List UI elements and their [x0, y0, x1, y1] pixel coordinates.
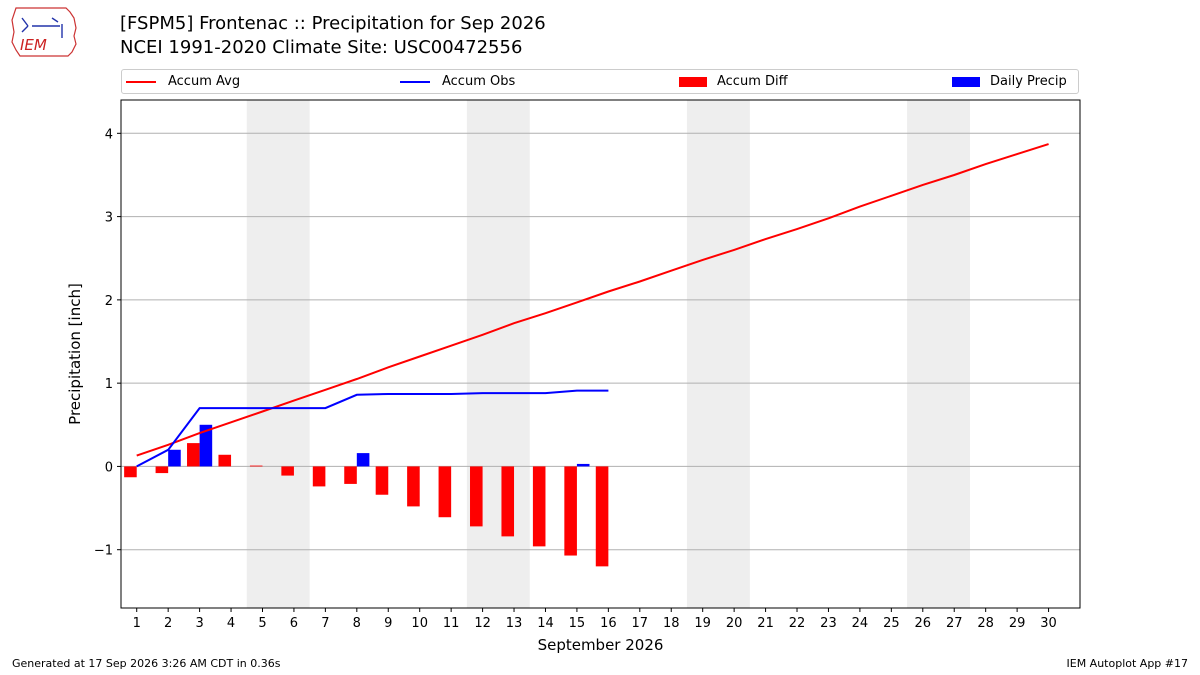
y-tick-label: 3: [105, 211, 113, 226]
x-tick-label: 12: [474, 616, 491, 631]
accum-diff-bar: [438, 466, 452, 518]
legend-label-accum-diff: Accum Diff: [717, 74, 788, 89]
legend-label-accum-obs: Accum Obs: [442, 74, 516, 89]
daily-precip-bar: [199, 424, 213, 467]
legend-swatch-accum-avg: [126, 80, 156, 83]
accum-diff-bar: [187, 443, 200, 467]
x-tick-label: 4: [227, 616, 235, 631]
x-tick-label: 5: [258, 616, 266, 631]
accum-diff-bar: [532, 466, 546, 547]
legend-label-accum-avg: Accum Avg: [168, 74, 241, 89]
weekend-shade: [466, 100, 530, 608]
legend-swatch-accum-diff: [679, 76, 707, 87]
legend-label-daily-precip: Daily Precip: [990, 74, 1067, 89]
legend-item-accum-obs: Accum Obs: [400, 70, 515, 93]
weekend-shade: [686, 100, 750, 608]
x-axis-label: September 2026: [538, 636, 664, 654]
x-tick-label: 22: [789, 616, 806, 631]
x-tick-label: 18: [663, 616, 680, 631]
accum-diff-bar: [312, 466, 326, 487]
plot-frame: [120, 99, 1081, 609]
x-tick-label: 16: [600, 616, 617, 631]
x-tick-label: 8: [353, 616, 361, 631]
x-tick-label: 6: [290, 616, 298, 631]
x-tick-label: 9: [384, 616, 392, 631]
daily-precip-bar: [576, 463, 590, 467]
y-tick-label: 4: [105, 127, 113, 142]
legend-item-accum-diff: Accum Diff: [679, 70, 788, 93]
x-tick-label: 11: [443, 616, 460, 631]
x-tick-label: 10: [411, 616, 428, 631]
accum-diff-bar: [155, 466, 169, 474]
x-tick-label: 23: [820, 616, 837, 631]
y-tick-label: 0: [105, 460, 113, 475]
x-tick-label: 27: [946, 616, 963, 631]
legend-item-accum-avg: Accum Avg: [126, 70, 240, 93]
accum-diff-bar: [564, 466, 577, 556]
weekend-shade: [907, 100, 970, 608]
accum-obs-line: [136, 389, 609, 468]
y-axis-label: Precipitation [inch]: [66, 283, 84, 425]
app-label: IEM Autoplot App #17: [1066, 657, 1189, 670]
x-tick-label: 20: [726, 616, 743, 631]
x-tick-label: 1: [133, 616, 141, 631]
x-tick-label: 28: [977, 616, 994, 631]
accum-diff-bar: [124, 466, 137, 478]
generated-timestamp: Generated at 17 Sep 2026 3:26 AM CDT in …: [12, 657, 281, 670]
accum-diff-bar: [249, 465, 263, 467]
accum-diff-bar: [407, 466, 420, 507]
chart-subtitle: NCEI 1991-2020 Climate Site: USC00472556: [120, 37, 523, 58]
chart-title: [FSPM5] Frontenac :: Precipitation for S…: [120, 13, 546, 34]
y-tick-label: 2: [105, 294, 113, 309]
x-tick-label: 29: [1009, 616, 1026, 631]
weekend-shade: [246, 100, 310, 608]
x-tick-label: 2: [164, 616, 172, 631]
accum-diff-bar: [218, 454, 232, 467]
x-tick-label: 25: [883, 616, 900, 631]
x-tick-label: 14: [537, 616, 554, 631]
accum-diff-bar: [344, 466, 357, 484]
accum-diff-bar: [501, 466, 515, 537]
accum-avg-line: [136, 143, 1049, 457]
daily-precip-bar: [168, 449, 181, 467]
x-tick-label: 19: [694, 616, 711, 631]
accum-diff-bar: [470, 466, 483, 527]
x-tick-label: 17: [632, 616, 649, 631]
x-tick-label: 13: [506, 616, 523, 631]
legend: Accum Avg Accum Obs Accum Diff Daily Pre…: [121, 69, 1079, 94]
x-tick-label: 26: [915, 616, 932, 631]
iem-logo: IEM: [11, 7, 77, 57]
accum-diff-bar: [375, 466, 389, 495]
x-tick-label: 15: [569, 616, 586, 631]
x-tick-label: 30: [1040, 616, 1057, 631]
accum-diff-bar: [595, 466, 609, 567]
x-tick-label: 21: [757, 616, 774, 631]
legend-item-daily-precip: Daily Precip: [952, 70, 1067, 93]
logo-text: IEM: [20, 36, 47, 54]
y-tick-label: −1: [94, 544, 113, 559]
legend-swatch-accum-obs: [400, 80, 430, 83]
x-tick-label: 24: [852, 616, 869, 631]
x-tick-label: 7: [321, 616, 329, 631]
accum-diff-bar: [281, 466, 294, 476]
legend-swatch-daily-precip: [952, 76, 980, 87]
daily-precip-bar: [356, 453, 370, 467]
x-tick-label: 3: [195, 616, 203, 631]
y-tick-label: 1: [105, 377, 113, 392]
